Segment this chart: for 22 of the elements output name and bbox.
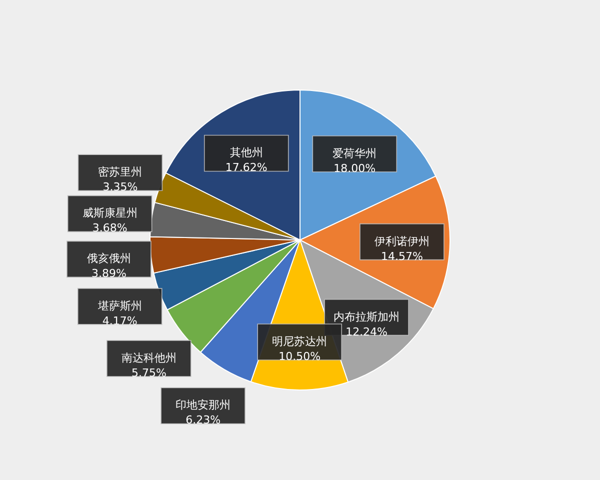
slice-label: 内布拉斯加州 [334, 310, 400, 324]
slice-label: 印地安那州 [176, 398, 231, 412]
data-label: 12.24% [346, 325, 388, 338]
slice-label: 堪萨斯州 [96, 299, 142, 312]
slice-label: 其他州 [230, 146, 263, 160]
data-label: 6.23% [186, 414, 221, 427]
data-label: 4.17% [102, 314, 138, 328]
slice-label: 伊利诺伊州 [374, 234, 430, 248]
data-label: 3.35% [102, 180, 138, 194]
slice-label: 密苏里州 [98, 166, 142, 179]
data-label: 14.57% [381, 250, 423, 263]
data-label: 5.75% [131, 366, 166, 380]
data-label: 3.89% [91, 267, 126, 280]
slice-label: 南达科他州 [121, 351, 176, 364]
data-label: 10.50% [278, 350, 321, 363]
data-label: 3.68% [92, 222, 128, 235]
slice-label: 爱荷华州 [332, 146, 377, 160]
slice-label: 明尼苏达州 [272, 335, 328, 348]
data-label: 18.00% [334, 162, 376, 175]
slice-label: 俄亥俄州 [86, 252, 131, 266]
data-label: 17.62% [225, 161, 268, 174]
slice-label: 威斯康星州 [82, 206, 138, 220]
